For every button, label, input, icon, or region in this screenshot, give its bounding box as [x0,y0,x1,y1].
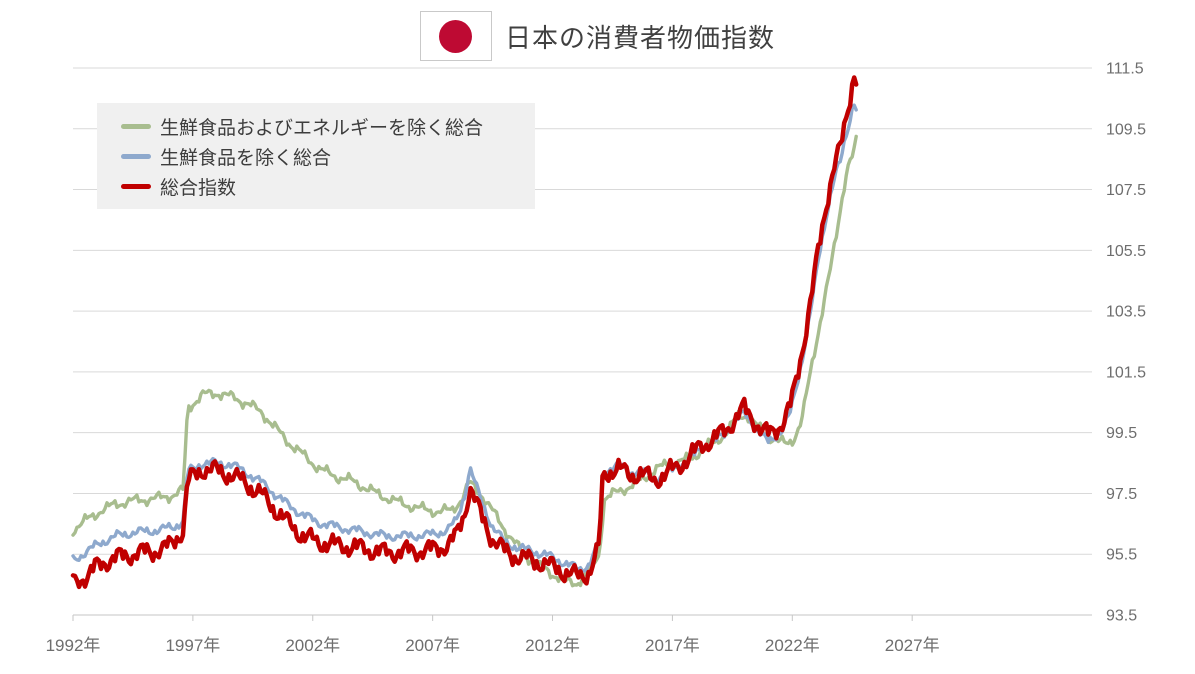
legend-swatch-red [121,183,151,189]
y-axis-label: 93.5 [1106,608,1137,625]
x-axis-label: 2002年 [285,636,340,655]
y-axis-label: 101.5 [1106,364,1146,381]
x-axis-label: 2007年 [405,636,460,655]
x-axis-label: 1997年 [165,636,220,655]
legend-item-overall: 総合指数 [121,171,535,201]
y-axis-label: 109.5 [1106,121,1146,138]
japan-flag-circle [439,19,473,53]
legend-label: 生鮮食品およびエネルギーを除く総合 [160,117,484,139]
x-axis-label: 2022年 [765,636,820,655]
legend-item-core: 生鮮食品を除く総合 [121,141,535,171]
legend-label: 生鮮食品を除く総合 [160,147,332,169]
japan-flag-icon [419,11,492,61]
series-line-2 [70,75,859,590]
y-axis-label: 107.5 [1106,182,1146,199]
x-axis-label: 2017年 [645,636,700,655]
title-bar: 日本の消費者物価指数 [0,11,1195,61]
y-axis-label: 97.5 [1106,486,1137,503]
legend-swatch-green [121,123,151,129]
legend-item-core-core: 生鮮食品およびエネルギーを除く総合 [121,111,535,141]
x-axis-label: 1992年 [46,636,101,655]
legend-swatch-blue [121,153,151,159]
y-axis-label: 99.5 [1106,425,1137,442]
y-axis-label: 95.5 [1106,547,1137,564]
y-axis-label: 103.5 [1106,304,1146,321]
y-axis-label: 111.5 [1106,61,1144,78]
legend-label: 総合指数 [160,177,237,199]
y-axis-label: 105.5 [1106,243,1146,260]
x-axis-label: 2012年 [525,636,580,655]
page-title: 日本の消費者物価指数 [504,22,775,53]
x-axis-label: 2027年 [885,636,940,655]
chart-legend: 生鮮食品およびエネルギーを除く総合 生鮮食品を除く総合 総合指数 [97,103,535,209]
